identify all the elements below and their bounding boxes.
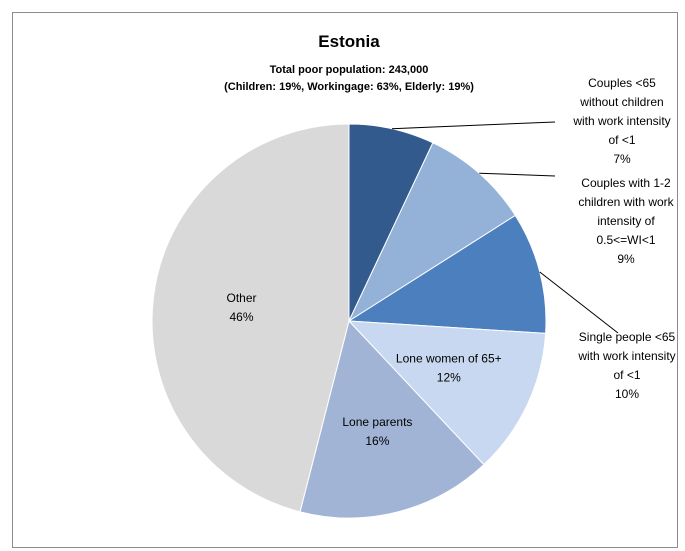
chart-title: Estonia [318, 32, 380, 51]
pie-slice [151, 123, 350, 513]
slice-label: Couples <65 without children with work int… [572, 76, 670, 166]
slice-category-label: Couples <65 [588, 76, 656, 90]
slice-label: Lone women of 65+ 12% [396, 352, 502, 385]
pie-slice [347, 214, 547, 334]
pie-slice [347, 142, 517, 323]
leader-line [391, 121, 556, 130]
slice-category-label: intensity of [597, 214, 655, 228]
slice-value-label: 16% [365, 434, 389, 448]
slice-label: Other 46% [226, 291, 256, 324]
slice-category-label: with work intensity [572, 114, 670, 128]
slice-category-label: Other [226, 291, 256, 305]
slice-label: Lone parents 16% [342, 415, 412, 448]
slice-value-label: 46% [229, 310, 253, 324]
slice-value-label: 10% [615, 387, 639, 401]
slice-value-label: 7% [613, 152, 631, 166]
slice-category-label: without children [579, 95, 663, 109]
slice-category-label: of <1 [608, 133, 635, 147]
leader-line [539, 271, 619, 334]
leader-line [479, 172, 556, 177]
slice-category-label: Lone parents [342, 415, 412, 429]
slice-category-label: of <1 [613, 368, 640, 382]
pie-slice [299, 319, 485, 519]
slice-category-label: with work intensity [577, 349, 675, 363]
slice-category-label: Single people <65 [579, 330, 676, 344]
chart-subtitle-line-2: (Children: 19%, Workingage: 63%, Elderly… [224, 81, 474, 93]
slice-category-label: Lone women of 65+ [396, 352, 502, 366]
slice-value-label: 9% [617, 252, 635, 266]
pie-slice [347, 320, 547, 466]
slice-category-label: children with work [578, 195, 674, 209]
slice-label: Single people <65 with work intensity of <… [577, 330, 675, 401]
slice-category-label: Couples with 1-2 [581, 176, 671, 190]
slice-category-label: 0.5<=WI<1 [596, 233, 655, 247]
chart-subtitle-line-1: Total poor population: 243,000 [270, 64, 429, 76]
slice-label: Couples with 1-2 children with work intens… [578, 176, 674, 266]
slice-value-label: 12% [437, 371, 461, 385]
